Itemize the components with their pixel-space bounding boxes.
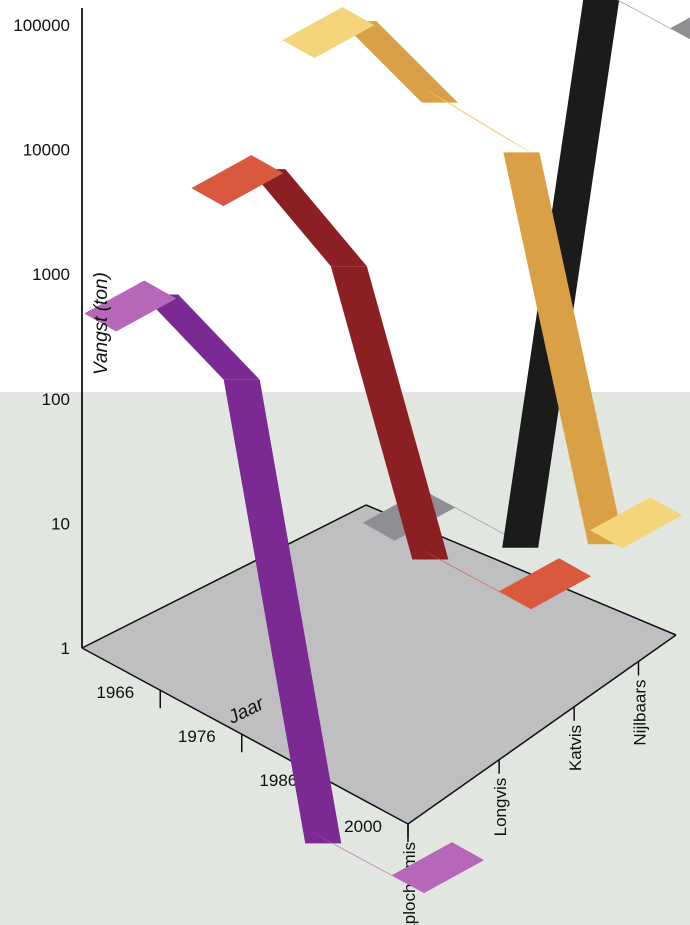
year-tick-label-1966: 1966 <box>96 683 134 702</box>
series-haplochromis <box>84 280 484 894</box>
series-longvis-segment-1986-2000 <box>414 545 532 610</box>
species-tick-label-nijlbaars: Nijlbaars <box>630 679 649 745</box>
y-tick-label-100: 100 <box>42 390 70 409</box>
series-haplochromis-segment-1976-1986 <box>223 379 342 844</box>
species-tick-label-longvis: Longvis <box>491 778 510 837</box>
y-tick-label-100000: 100000 <box>13 16 70 35</box>
series-longvis-segment-1976-1986 <box>330 266 449 560</box>
y-tick-label-1: 1 <box>61 639 70 658</box>
y-axis-title: Vangst (ton) <box>91 272 112 375</box>
y-axis-ticks: 100000 10000 1000 100 10 1 <box>13 16 70 658</box>
series-longvis-lead <box>191 155 284 207</box>
series-katvis-segment-1966-1976 <box>340 21 458 103</box>
year-axis-ticks: 1966 1976 1986 2000 <box>96 683 409 842</box>
series-haplochromis-segment-1986-2000 <box>307 829 424 894</box>
series-katvis <box>282 7 683 549</box>
y-tick-label-1000: 1000 <box>32 265 70 284</box>
floor-front-edge <box>81 647 409 825</box>
series-nijlbaars-tail <box>670 17 690 40</box>
floor-back-edge <box>81 504 367 649</box>
series-longvis-segment-1966-1976 <box>249 169 367 267</box>
year-tick-label-1986: 1986 <box>259 771 297 790</box>
year-tick-label-2000: 2000 <box>344 817 382 836</box>
y-tick-label-10: 10 <box>51 514 70 533</box>
y-tick-label-10000: 10000 <box>23 141 70 160</box>
series-katvis-tail <box>590 497 683 549</box>
catch-ribbons <box>84 0 690 894</box>
series-katvis-segment-1986-2000 <box>503 152 625 545</box>
series-haplochromis-segment-1966-1976 <box>142 294 260 380</box>
series-haplochromis-lead <box>84 280 177 332</box>
series-longvis <box>191 155 592 610</box>
year-tick-label-1976: 1976 <box>178 727 216 746</box>
series-haplochromis-tail <box>392 842 484 894</box>
species-tick-label-katvis: Katvis <box>566 725 585 771</box>
series-nijlbaars-segment-1986-2000 <box>617 0 690 40</box>
floor-side-edge <box>407 634 677 825</box>
series-katvis-lead <box>282 7 375 59</box>
series-katvis-segment-1976-1986 <box>423 88 538 157</box>
series-longvis-tail <box>499 558 592 610</box>
